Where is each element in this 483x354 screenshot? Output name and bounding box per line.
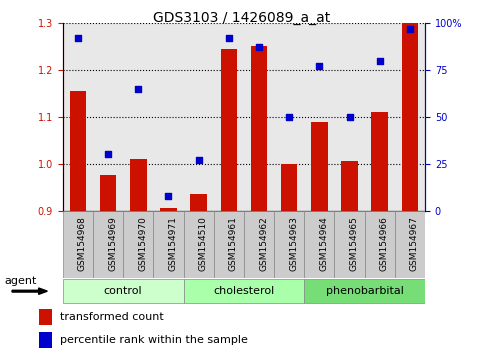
Point	[346, 114, 354, 120]
Bar	[365, 211, 395, 278]
Text: GSM154966: GSM154966	[380, 216, 389, 271]
Bar	[371, 112, 388, 211]
Bar	[39, 309, 52, 325]
Point	[285, 114, 293, 120]
Bar	[184, 279, 304, 303]
Text: GSM154961: GSM154961	[229, 216, 238, 271]
Text: GSM154963: GSM154963	[289, 216, 298, 271]
Bar	[160, 208, 177, 211]
Text: GDS3103 / 1426089_a_at: GDS3103 / 1426089_a_at	[153, 11, 330, 25]
Text: GSM154968: GSM154968	[78, 216, 87, 271]
Point	[225, 35, 233, 41]
Bar	[100, 176, 116, 211]
Bar	[251, 46, 267, 211]
Text: GSM154969: GSM154969	[108, 216, 117, 271]
Bar	[123, 211, 154, 278]
Text: transformed count: transformed count	[60, 312, 164, 322]
Point	[195, 157, 202, 163]
Text: GSM154965: GSM154965	[350, 216, 358, 271]
Bar	[154, 211, 184, 278]
Bar	[402, 23, 418, 211]
Text: GSM154962: GSM154962	[259, 216, 268, 271]
Bar	[341, 161, 358, 211]
Bar	[70, 91, 86, 211]
Bar	[63, 279, 184, 303]
Bar	[274, 211, 304, 278]
Bar	[395, 211, 425, 278]
Text: GSM154971: GSM154971	[169, 216, 177, 271]
Text: GSM154964: GSM154964	[319, 216, 328, 271]
Bar	[190, 194, 207, 211]
Text: percentile rank within the sample: percentile rank within the sample	[60, 335, 248, 346]
Point	[315, 63, 323, 69]
Text: phenobarbital: phenobarbital	[326, 286, 404, 296]
Bar	[213, 211, 244, 278]
Bar	[304, 279, 425, 303]
Point	[406, 26, 414, 32]
Point	[74, 35, 82, 41]
Bar	[304, 211, 334, 278]
Text: GSM154967: GSM154967	[410, 216, 419, 271]
Text: control: control	[104, 286, 142, 296]
Text: GSM154970: GSM154970	[138, 216, 147, 271]
Bar	[130, 159, 146, 211]
Text: cholesterol: cholesterol	[213, 286, 274, 296]
Point	[255, 45, 263, 50]
Point	[165, 193, 172, 199]
Bar	[63, 211, 93, 278]
Point	[104, 152, 112, 157]
Bar	[281, 164, 298, 211]
Point	[376, 58, 384, 63]
Point	[134, 86, 142, 92]
Bar	[184, 211, 213, 278]
Text: agent: agent	[5, 275, 37, 286]
Text: GSM154510: GSM154510	[199, 216, 208, 271]
Bar	[221, 49, 237, 211]
Bar	[334, 211, 365, 278]
Bar	[93, 211, 123, 278]
Bar	[244, 211, 274, 278]
Bar	[39, 332, 52, 348]
Bar	[311, 121, 327, 211]
